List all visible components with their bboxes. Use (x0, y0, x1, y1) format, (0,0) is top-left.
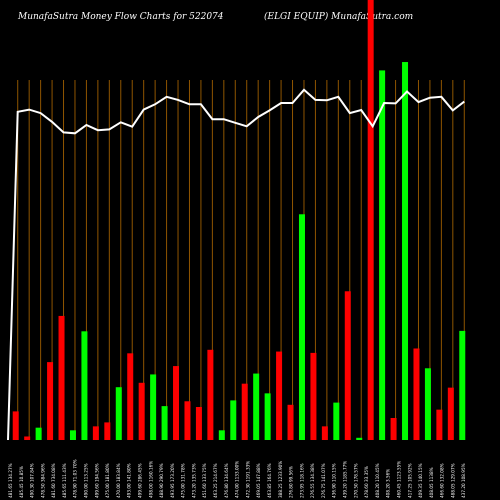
money-flow-bar (161, 406, 168, 440)
x-tick-label: 463.85 164.76% (267, 463, 272, 498)
money-flow-bar (184, 401, 191, 440)
x-tick-label: 451.60 133.75% (202, 463, 207, 498)
money-flow-bar (173, 366, 180, 440)
money-flow-bar (127, 353, 134, 440)
x-tick-label: 463.25 214.67% (213, 463, 218, 498)
x-tick-label: 276.80 99.56% (289, 466, 294, 498)
x-tick-label: 481.60 734.08% (51, 463, 56, 498)
money-flow-bar (218, 430, 225, 440)
x-tick-label: 481.65 134.27% (8, 463, 13, 498)
money-flow-bar (35, 427, 42, 440)
x-tick-label: 437.20 108.95% (461, 463, 466, 498)
money-flow-bar (92, 426, 99, 440)
x-tick-label: 466.60 132.08% (440, 463, 445, 498)
money-flow-bar (321, 426, 328, 440)
money-flow-bar (230, 400, 237, 440)
money-flow-bar (310, 352, 317, 440)
x-tick-label: 439.20 1185.77% (343, 461, 348, 498)
money-flow-bar (69, 430, 76, 440)
chart-header: MunafaSutra Money Flow Charts for 522074… (0, 12, 500, 28)
money-flow-bar (24, 436, 31, 440)
money-flow-bar (424, 368, 431, 440)
x-tick-label: 388.25 1233.90% (278, 461, 283, 498)
money-flow-bar (138, 382, 145, 440)
money-flow-bar (276, 351, 283, 440)
money-flow-bar (195, 407, 202, 440)
x-tick-label: 273.95 118.16% (299, 463, 304, 498)
x-tick-label: 485.65 111.43% (62, 463, 67, 498)
money-flow-bar (436, 409, 443, 440)
money-flow-bar (58, 315, 65, 440)
money-flow-bar (344, 291, 351, 440)
x-tick-label: 472.30 1191.33% (245, 461, 250, 498)
x-tick-label: 488.90 290.79% (159, 463, 164, 498)
x-tick-label: 470.00 183.84% (116, 463, 121, 498)
x-tick-label: 498.00 1160.16% (148, 461, 153, 498)
money-flow-bar (298, 214, 305, 440)
money-flow-bar (12, 411, 19, 440)
x-tick-label: 475.00 131.78% (181, 463, 186, 498)
money-flow-bar (390, 418, 397, 440)
x-tick-label: 408.20 3.56% (386, 469, 391, 498)
x-tick-label: 475.00 181.80% (105, 463, 110, 498)
x-tick-label: 474.00 1133.00% (235, 461, 240, 498)
money-flow-bar (287, 404, 294, 440)
x-tick-label: 493.00 141.80% (127, 463, 132, 498)
money-flow-bar (413, 348, 420, 440)
x-tick-label: 478.60 33.35% (364, 466, 369, 498)
money-flow-bar (356, 437, 363, 440)
x-tick-label: 490.00 113.25% (84, 463, 89, 498)
money-flow-bar (447, 387, 454, 440)
x-tick-label: 490.30 107.84% (30, 463, 35, 498)
x-tick-label: 436.90 110.15% (332, 463, 337, 498)
x-tick-label: 270.50 178.57% (353, 463, 358, 498)
x-tick-label: 469.05 147.88% (256, 463, 261, 498)
money-flow-bar (367, 0, 374, 440)
x-tick-label: 409.35 140.15% (418, 463, 423, 498)
price-line (7, 88, 465, 441)
x-tick-label: 488.05 129.07% (450, 463, 455, 498)
x-tick-label: 417.25 105.92% (407, 463, 412, 498)
money-flow-bar (333, 402, 340, 440)
x-tick-label: 485.45 10.85% (19, 466, 24, 498)
chart-title: MunafaSutra Money Flow Charts for 522074 (18, 12, 224, 22)
x-tick-label: 473.20 135.73% (191, 463, 196, 498)
x-tick-label: 499.60 286.45% (137, 463, 142, 498)
x-tick-label: 408.05 1138% (429, 467, 434, 498)
money-flow-bar (115, 387, 122, 440)
money-flow-bar (150, 374, 157, 440)
money-flow-bar (253, 373, 260, 440)
money-flow-bar (104, 422, 111, 440)
money-flow-bar (379, 70, 386, 441)
x-tick-label: 460.45 1123.55% (396, 461, 401, 498)
money-flow-bar (459, 330, 466, 440)
x-tick-label: 276.75 141.07% (321, 463, 326, 498)
x-tick-label: 493.95 173.20% (170, 463, 175, 498)
x-tick-label: 499.60 194.56% (94, 463, 99, 498)
x-tick-label: 276.55 134.38% (310, 463, 315, 498)
x-tick-label: 478.90 71.03 70% (73, 459, 78, 498)
x-tick-label: 476.80 134.64% (224, 463, 229, 498)
money-flow-bar (241, 383, 248, 440)
money-flow-bar (402, 62, 409, 440)
x-tick-label: 408.20 110.45% (375, 463, 380, 498)
money-flow-bar (47, 362, 54, 440)
site-title: (ELGI EQUIP) MunafaSutra.com (264, 12, 414, 22)
money-flow-bar (207, 349, 214, 440)
money-flow-bar (81, 331, 88, 440)
money-flow-bar (264, 393, 271, 440)
x-tick-label: 478.50 384.96% (40, 463, 45, 498)
